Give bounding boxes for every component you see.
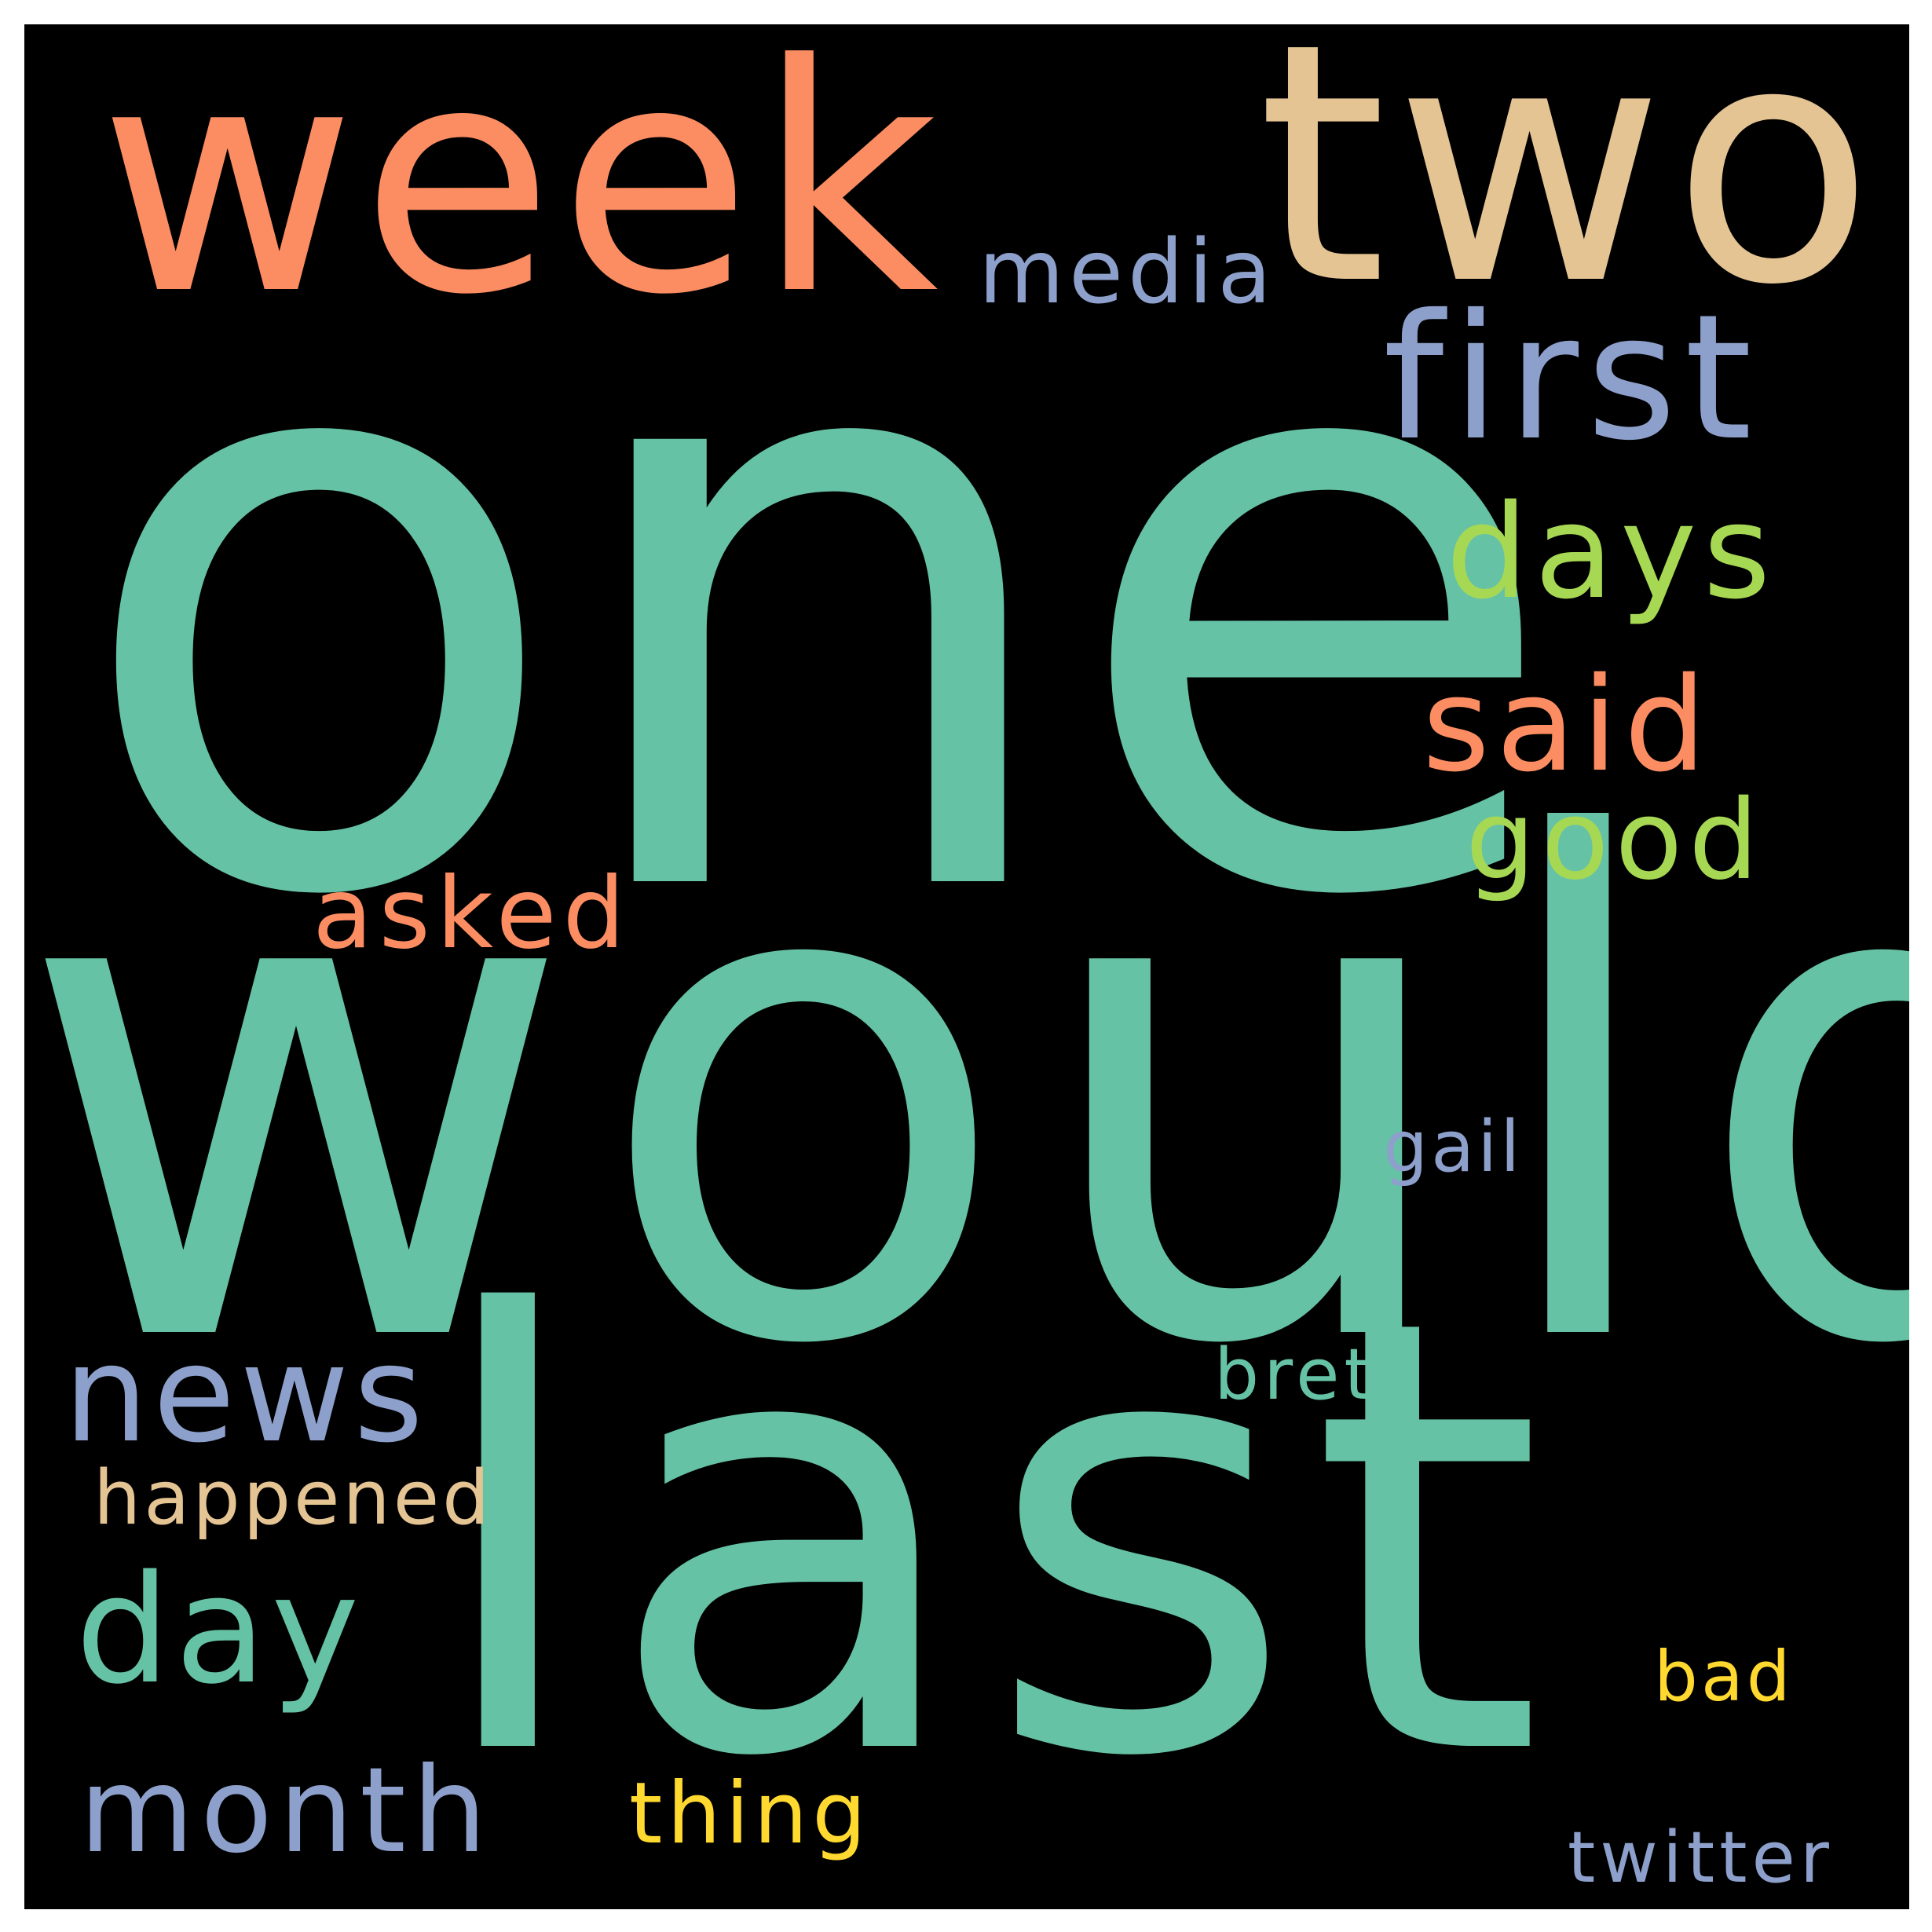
word-bret: bret <box>1214 1334 1377 1416</box>
word-said: said <box>1422 649 1713 800</box>
word-first: first <box>1383 277 1760 478</box>
word-thing: thing <box>629 1765 871 1863</box>
word-days: days <box>1446 477 1777 628</box>
word-bad: bad <box>1654 1636 1794 1717</box>
word-good: good <box>1465 777 1766 905</box>
word-gail: gail <box>1383 1106 1524 1188</box>
word-media: media <box>979 221 1276 324</box>
word-would: would <box>24 698 1909 1494</box>
word-cloud-canvas: one would last two week first media days… <box>24 24 1909 1909</box>
word-last: last <box>425 1193 1558 1887</box>
word-happened: happened <box>93 1455 493 1542</box>
word-two: two <box>1257 24 1883 357</box>
word-day: day <box>75 1543 364 1717</box>
word-twitter: twitter <box>1568 1817 1834 1899</box>
word-month: month <box>79 1743 493 1879</box>
word-week: week <box>99 24 943 364</box>
word-news: news <box>64 1317 428 1473</box>
word-one: one <box>71 130 1564 1072</box>
word-asked: asked <box>313 857 631 971</box>
